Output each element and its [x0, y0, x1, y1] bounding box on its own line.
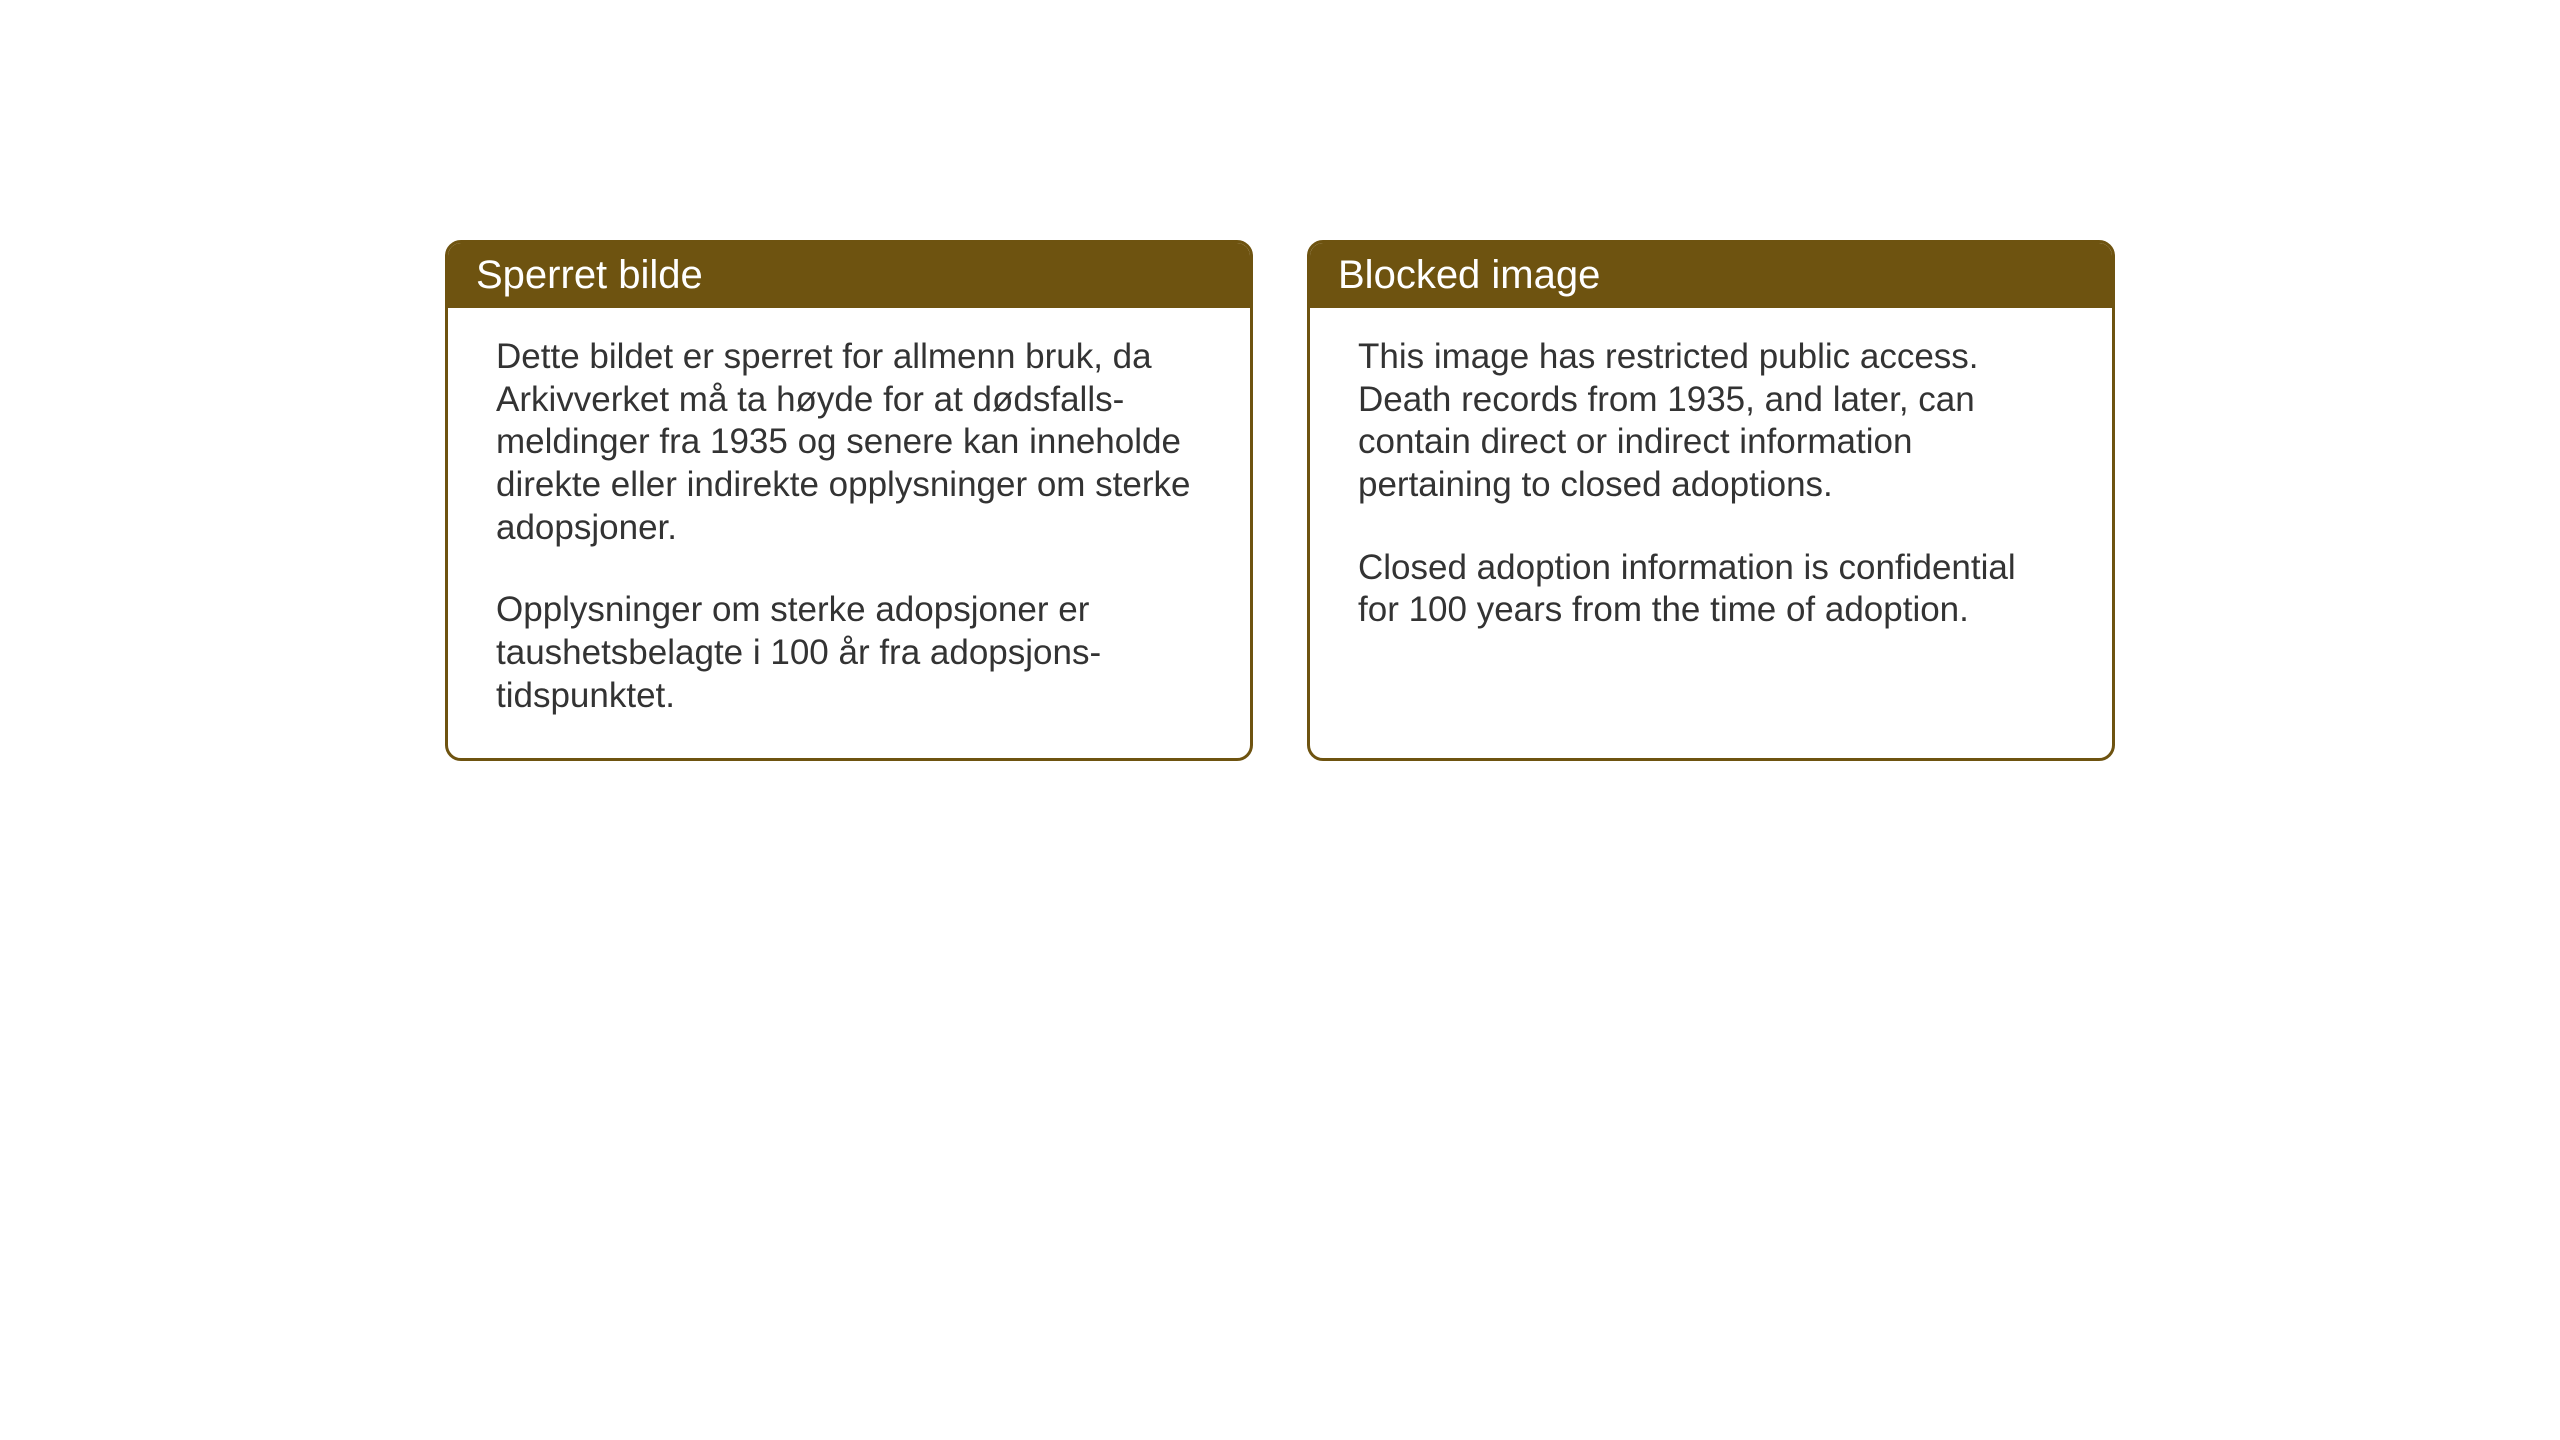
english-card-body: This image has restricted public access.…	[1310, 308, 2112, 672]
cards-container: Sperret bilde Dette bildet er sperret fo…	[445, 240, 2115, 761]
norwegian-paragraph-2: Opplysninger om sterke adopsjoner er tau…	[496, 589, 1202, 717]
norwegian-card-body: Dette bildet er sperret for allmenn bruk…	[448, 308, 1250, 758]
norwegian-card-title: Sperret bilde	[476, 253, 703, 297]
english-paragraph-2: Closed adoption information is confident…	[1358, 547, 2064, 632]
norwegian-paragraph-1: Dette bildet er sperret for allmenn bruk…	[496, 336, 1202, 549]
norwegian-card: Sperret bilde Dette bildet er sperret fo…	[445, 240, 1253, 761]
norwegian-card-header: Sperret bilde	[448, 243, 1250, 308]
english-paragraph-1: This image has restricted public access.…	[1358, 336, 2064, 507]
english-card-title: Blocked image	[1338, 253, 1600, 297]
english-card-header: Blocked image	[1310, 243, 2112, 308]
english-card: Blocked image This image has restricted …	[1307, 240, 2115, 761]
